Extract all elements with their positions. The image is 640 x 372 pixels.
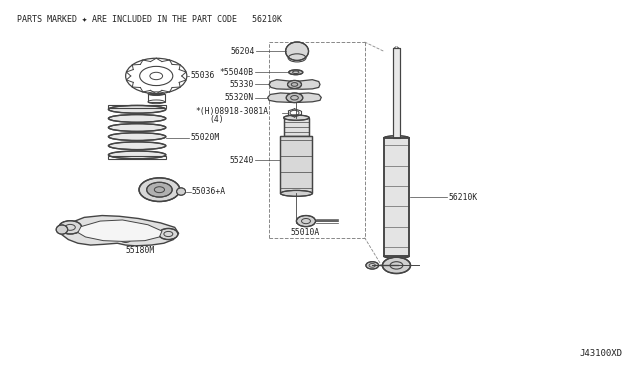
Polygon shape [269, 80, 320, 89]
Ellipse shape [289, 70, 303, 75]
Text: (4): (4) [210, 115, 225, 124]
Text: 55330: 55330 [229, 80, 253, 89]
Circle shape [59, 221, 82, 234]
Bar [280, 136, 312, 193]
Text: PARTS MARKED ✦ ARE INCLUDED IN THE PART CODE   56210K: PARTS MARKED ✦ ARE INCLUDED IN THE PART … [17, 14, 282, 23]
Bar [108, 105, 166, 108]
Circle shape [383, 257, 410, 273]
Ellipse shape [177, 188, 186, 195]
Text: 56210K: 56210K [449, 193, 478, 202]
Circle shape [366, 262, 379, 269]
Text: 55010A: 55010A [290, 228, 319, 237]
Text: *55040B: *55040B [220, 68, 253, 77]
Text: 56204: 56204 [230, 47, 255, 56]
Circle shape [287, 80, 301, 89]
Circle shape [139, 178, 180, 202]
Text: J43100XD: J43100XD [580, 349, 623, 358]
Ellipse shape [108, 105, 166, 113]
Ellipse shape [108, 124, 166, 131]
Text: 55020M: 55020M [191, 133, 220, 142]
Text: 55036+A: 55036+A [192, 187, 226, 196]
Ellipse shape [280, 190, 312, 196]
Circle shape [286, 93, 303, 103]
Bar [108, 157, 166, 160]
Bar [394, 48, 399, 138]
Ellipse shape [384, 254, 409, 259]
Polygon shape [268, 93, 321, 103]
Bar [284, 118, 309, 136]
Polygon shape [62, 215, 179, 246]
Ellipse shape [284, 115, 309, 120]
Bar [280, 136, 312, 193]
Circle shape [159, 228, 178, 240]
Bar [394, 48, 399, 138]
Ellipse shape [56, 225, 68, 234]
Bar [148, 94, 164, 102]
Polygon shape [78, 220, 162, 241]
Bar [384, 138, 409, 256]
Text: *(H)08918-3081A: *(H)08918-3081A [196, 107, 269, 116]
Circle shape [147, 182, 172, 197]
Text: 55180M: 55180M [125, 246, 155, 255]
Circle shape [296, 215, 316, 227]
Bar [284, 118, 309, 136]
Ellipse shape [108, 142, 166, 150]
Text: 55036: 55036 [191, 71, 215, 80]
Ellipse shape [108, 133, 166, 141]
Ellipse shape [108, 151, 166, 159]
Ellipse shape [108, 115, 166, 122]
Bar [384, 138, 409, 256]
Ellipse shape [285, 42, 308, 61]
Ellipse shape [384, 136, 409, 140]
Text: 55320N: 55320N [225, 93, 253, 102]
Text: 55240: 55240 [229, 155, 253, 165]
